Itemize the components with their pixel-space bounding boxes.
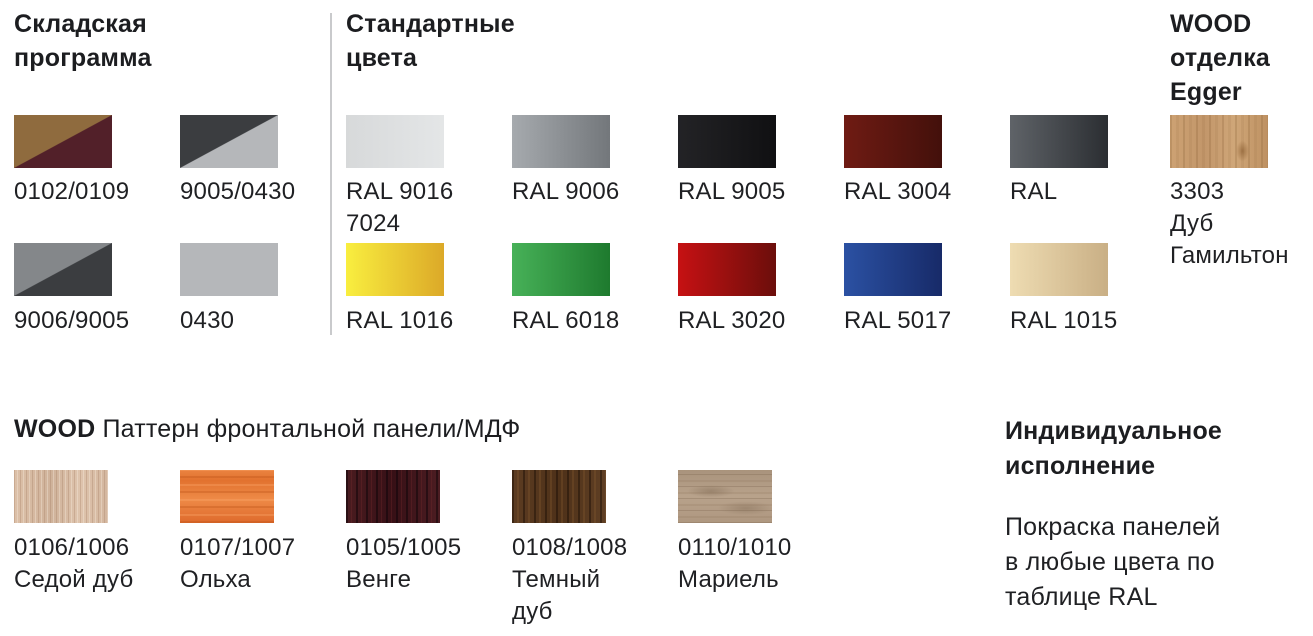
standard-colors-section-title: Стандартные цвета <box>346 10 515 72</box>
swatch-ral-3004 <box>844 115 942 168</box>
swatch-label-ral-1015: RAL 1015 <box>1010 307 1118 334</box>
swatch-ral-9005 <box>678 115 776 168</box>
warehouse-section-title: Складская программа <box>14 10 152 72</box>
swatch-label-0107-1007: 0107/1007 Ольха <box>180 534 296 593</box>
swatch-label-egger-3303: 3303 Дуб Гамильтон <box>1170 178 1289 269</box>
swatch-ral-1015 <box>1010 243 1108 296</box>
swatch-ral-1016 <box>346 243 444 296</box>
swatch-label-ral-9006: RAL 9006 <box>512 178 620 205</box>
swatch-0110-1010 <box>678 470 772 523</box>
swatch-ral-3020 <box>678 243 776 296</box>
swatch-label-ral-1016: RAL 1016 <box>346 307 454 334</box>
swatch-label-9006-9005: 9006/9005 <box>14 307 130 334</box>
section-divider <box>330 13 332 335</box>
swatch-ral-9016 <box>346 115 444 168</box>
wood-pattern-title-bold: WOOD <box>14 415 96 443</box>
swatch-label-0108-1008: 0108/1008 Темный дуб <box>512 534 628 625</box>
swatch-label-ral: RAL <box>1010 178 1058 205</box>
egger-section-title: WOOD отделка Egger <box>1170 10 1271 106</box>
swatch-9006-9005 <box>14 243 112 296</box>
swatch-label-9005-0430: 9005/0430 <box>180 178 296 205</box>
swatch-ral-6018 <box>512 243 610 296</box>
wood-pattern-title-rest: Паттерн фронтальной панели/МДФ <box>95 415 521 443</box>
swatch-egger-3303 <box>1170 115 1268 168</box>
swatch-0108-1008 <box>512 470 606 523</box>
swatch-0430 <box>180 243 278 296</box>
swatch-9005-0430 <box>180 115 278 168</box>
swatch-label-0110-1010: 0110/1010 Мариель <box>678 534 792 593</box>
swatch-0105-1005 <box>346 470 440 523</box>
custom-finish-title: Индивидуальное исполнение <box>1005 417 1223 480</box>
swatch-label-ral-9016-7024: RAL 9016 7024 <box>346 178 454 237</box>
swatch-label-ral-6018: RAL 6018 <box>512 307 620 334</box>
swatch-label-ral-3020: RAL 3020 <box>678 307 786 334</box>
swatch-0107-1007 <box>180 470 274 523</box>
wood-pattern-section-title: WOOD Паттерн фронтальной панели/МДФ <box>14 412 521 446</box>
custom-finish-text: Покраска панелей в любые цвета по таблиц… <box>1005 513 1221 611</box>
swatch-0102-0109 <box>14 115 112 168</box>
swatch-label-ral-5017: RAL 5017 <box>844 307 952 334</box>
swatch-ral-9006 <box>512 115 610 168</box>
swatch-label-ral-9005: RAL 9005 <box>678 178 786 205</box>
swatch-ral-5017 <box>844 243 942 296</box>
swatch-0106-1006 <box>14 470 108 523</box>
swatch-label-0102-0109: 0102/0109 <box>14 178 130 205</box>
swatch-label-0430: 0430 <box>180 307 235 334</box>
swatch-label-0106-1006: 0106/1006 Седой дуб <box>14 534 134 593</box>
swatch-label-ral-3004: RAL 3004 <box>844 178 952 205</box>
swatch-label-0105-1005: 0105/1005 Венге <box>346 534 462 593</box>
swatch-ral-7024 <box>1010 115 1108 168</box>
